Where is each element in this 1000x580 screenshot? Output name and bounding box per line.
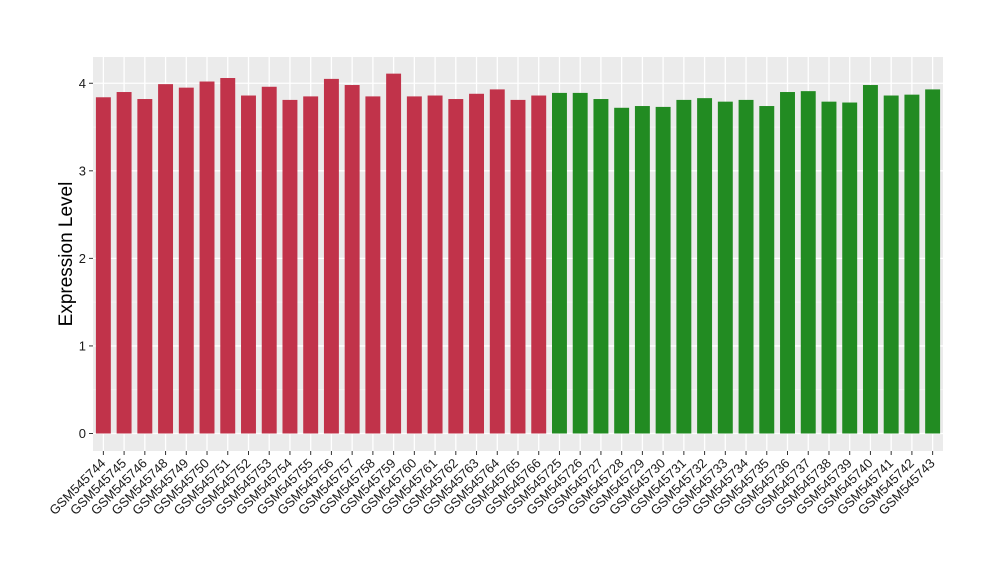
y-tick-label: 1	[79, 338, 86, 353]
bars	[95, 73, 941, 434]
bar-gsm545736	[780, 92, 795, 434]
bar-gsm545755	[303, 96, 319, 434]
bar-gsm545738	[821, 101, 837, 434]
bar-gsm545763	[469, 93, 484, 434]
bar-gsm545741	[883, 95, 899, 434]
bar-gsm545749	[178, 87, 194, 434]
y-tick-label: 3	[79, 163, 86, 178]
bar-gsm545746	[137, 99, 153, 434]
y-axis: 0 1 2 3 4	[79, 76, 93, 441]
bar-gsm545750	[199, 81, 215, 434]
y-tick-label: 4	[79, 76, 86, 91]
bar-gsm545743	[925, 89, 941, 434]
bar-gsm545744	[95, 97, 111, 434]
bar-gsm545752	[241, 95, 256, 434]
y-axis-title: Expression Level	[56, 182, 77, 327]
bar-gsm545726	[572, 92, 588, 434]
bar-gsm545733	[717, 101, 733, 434]
bar-gsm545745	[116, 92, 132, 434]
bar-gsm545766	[531, 95, 547, 434]
bar-gsm545757	[344, 85, 360, 434]
bar-gsm545728	[614, 107, 630, 434]
bar-gsm545731	[676, 99, 692, 434]
bar-gsm545739	[842, 102, 858, 434]
bar-gsm545762	[448, 99, 464, 434]
bar-gsm545732	[697, 98, 713, 434]
bar-gsm545751	[220, 78, 236, 434]
bar-gsm545740	[862, 85, 878, 434]
bar-gsm545761	[427, 95, 443, 434]
bar-gsm545759	[386, 73, 402, 434]
bar-gsm545753	[261, 86, 277, 434]
bar-gsm545754	[282, 99, 298, 434]
bar-gsm545756	[323, 78, 339, 434]
bar-gsm545735	[759, 106, 775, 434]
bar-gsm545748	[158, 84, 174, 434]
bar-gsm545730	[655, 106, 671, 434]
x-axis: GSM545744GSM545745GSM545746GSM545748GSM5…	[46, 451, 938, 518]
y-tick-label: 0	[79, 426, 86, 441]
bar-gsm545725	[552, 92, 567, 434]
bar-gsm545727	[593, 99, 609, 434]
bar-gsm545737	[800, 91, 816, 434]
y-tick-label: 2	[79, 251, 86, 266]
bar-gsm545742	[904, 94, 920, 434]
bar-gsm545734	[738, 99, 754, 434]
bar-gsm545760	[406, 96, 422, 434]
bar-gsm545758	[365, 96, 381, 434]
bar-gsm545729	[634, 106, 650, 434]
bar-gsm545764	[489, 89, 505, 434]
bar-gsm545765	[510, 99, 526, 434]
